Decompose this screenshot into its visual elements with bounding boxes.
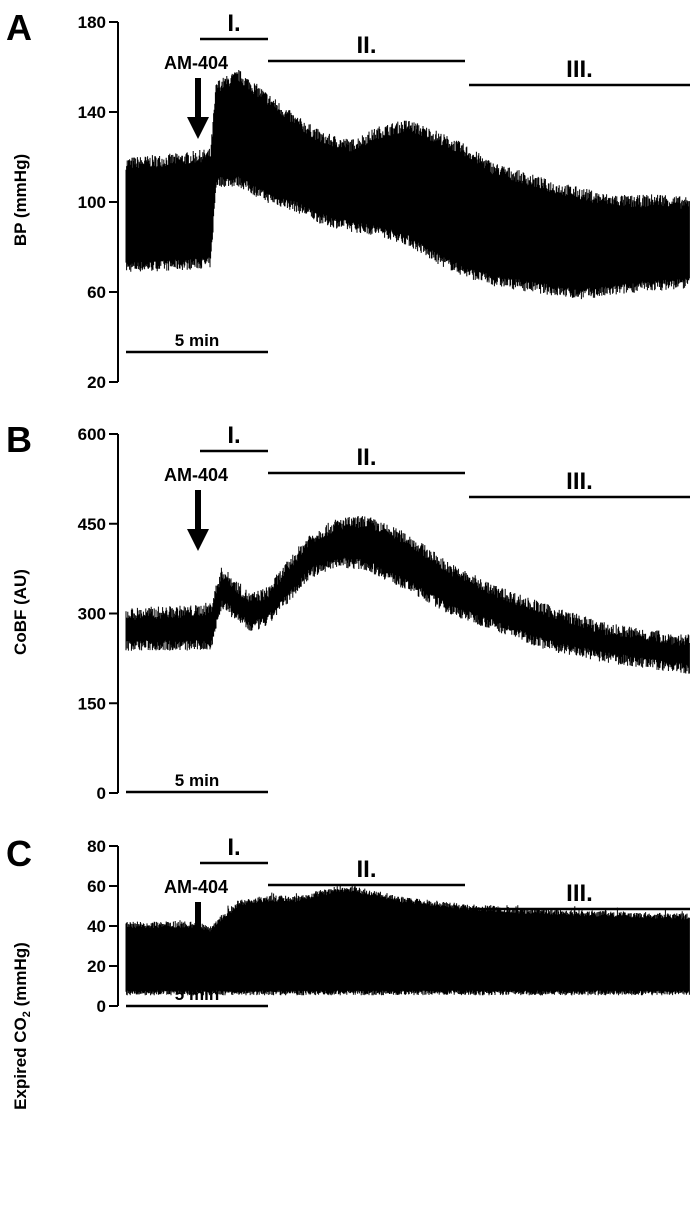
annotations-c: I. II. III. AM-404 5 min: [126, 834, 690, 1008]
drug-arrow-head: [187, 117, 209, 139]
y-axis-a: 20 60 100 140 180: [78, 13, 119, 392]
phase-label: III.: [566, 56, 593, 83]
y-tick-label: 300: [78, 605, 106, 624]
phase-label: I.: [227, 422, 240, 449]
drug-label: AM-404: [164, 877, 228, 897]
y-tick-label: 0: [97, 997, 106, 1016]
annotations-a: I. II. III. AM-404 5 min: [126, 10, 690, 354]
y-tick-label: 60: [87, 877, 106, 896]
y-tick-label: 450: [78, 515, 106, 534]
phase-label: II.: [356, 32, 376, 59]
trace-a: [125, 70, 690, 300]
y-tick-label: 0: [97, 784, 106, 803]
scale-bar-label: 5 min: [175, 771, 219, 790]
y-axis-c: 0 20 40 60 80: [87, 837, 119, 1016]
signal-trace: [125, 70, 690, 300]
y-tick-label: 60: [87, 283, 106, 302]
y-axis-label-a: BP (mmHg): [11, 154, 30, 246]
drug-arrow-head: [187, 941, 209, 963]
y-tick-label: 600: [78, 425, 106, 444]
trace-b: [125, 516, 690, 674]
y-axis-label-c-sub: 2: [21, 1011, 33, 1017]
panel-c: C Expired CO2 (mmHg) 0 20 40 60 80 I. II. III.…: [6, 833, 690, 1110]
y-tick-label: 100: [78, 193, 106, 212]
y-axis-b: 0 150 300 450 600: [78, 425, 119, 803]
y-axis-label-b: CoBF (AU): [11, 569, 30, 655]
drug-label: AM-404: [164, 53, 228, 73]
y-tick-label: 20: [87, 957, 106, 976]
y-tick-label: 140: [78, 103, 106, 122]
phase-label: III.: [566, 880, 593, 907]
drug-label: AM-404: [164, 465, 228, 485]
y-tick-label: 20: [87, 373, 106, 392]
scale-bar-label: 5 min: [175, 985, 219, 1004]
drug-arrow-head: [187, 529, 209, 551]
phase-label: I.: [227, 10, 240, 37]
scale-bar-label: 5 min: [175, 331, 219, 350]
y-tick-label: 40: [87, 917, 106, 936]
y-tick-label: 150: [78, 694, 106, 713]
panel-letter-b: B: [6, 419, 32, 460]
panel-b: B CoBF (AU) 0 150 300 450 600 I. II. III. AM-40…: [6, 419, 690, 803]
y-tick-label: 80: [87, 837, 106, 856]
y-axis-label-c: Expired CO2 (mmHg): [11, 942, 33, 1110]
panel-letter-c: C: [6, 833, 32, 874]
annotations-b: I. II. III. AM-404 5 min: [126, 422, 690, 794]
panel-letter-a: A: [6, 7, 32, 48]
y-axis-label-c-prefix: Expired CO: [11, 1017, 30, 1110]
panel-a: A BP (mmHg) 20 60 100 140 180 I. II. III. AM-40…: [6, 7, 690, 392]
y-axis-label-c-suffix: (mmHg): [11, 942, 30, 1011]
signal-trace: [125, 516, 690, 674]
trace-c: [125, 885, 690, 996]
phase-label: I.: [227, 834, 240, 861]
phase-label: II.: [356, 856, 376, 883]
y-tick-label: 180: [78, 13, 106, 32]
signal-trace: [125, 885, 690, 996]
phase-label: II.: [356, 444, 376, 471]
phase-label: III.: [566, 468, 593, 495]
